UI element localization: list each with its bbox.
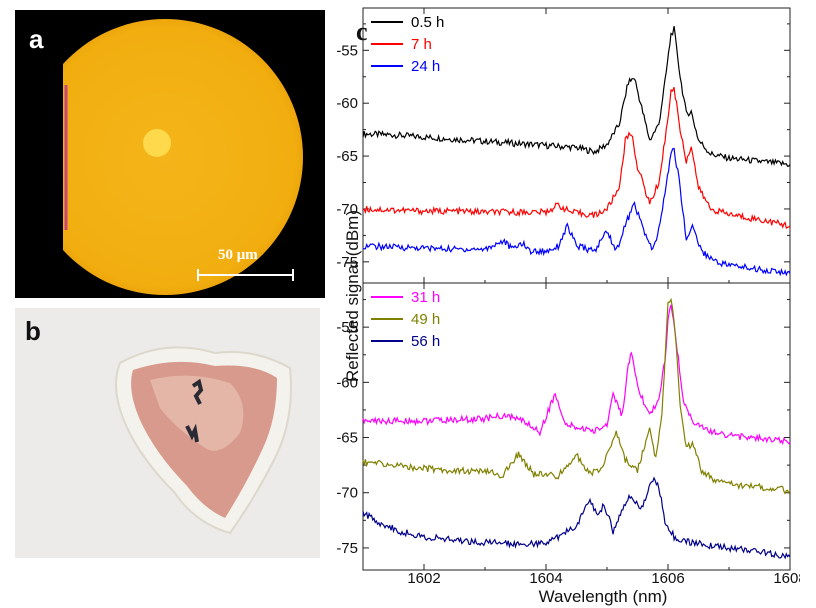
x-tick-label: 1608 — [773, 570, 800, 587]
series-line-56h — [362, 476, 791, 560]
fiber-core — [143, 129, 171, 157]
x-tick-label: 1606 — [651, 570, 684, 587]
y-tick-label: -70 — [336, 485, 358, 502]
y-tick-label: -55 — [336, 319, 358, 336]
panel-c-chart: c Reflected signal (dBm) Wavelength (nm)… — [336, 7, 800, 606]
fiber-cladding — [63, 19, 303, 295]
suture-top — [191, 378, 204, 405]
legend-label: 49 h — [411, 311, 440, 328]
y-axis-title: Reflected signal (dBm) — [343, 210, 362, 382]
legend-label: 24 h — [411, 58, 440, 75]
series-line-31h — [362, 304, 791, 446]
series-line-49h — [362, 297, 791, 495]
y-tick-label: -75 — [336, 254, 358, 271]
panel-letter-c: c — [356, 17, 368, 46]
x-tick-label: 1602 — [407, 570, 440, 587]
scale-bar-label: 50 μm — [218, 247, 258, 263]
series-line-7h — [362, 86, 791, 229]
y-tick-label: -55 — [336, 42, 358, 59]
y-tick-label: -60 — [336, 95, 358, 112]
legend-label: 0.5 h — [411, 14, 444, 31]
tissue-photo — [15, 308, 320, 558]
y-tick-label: -60 — [336, 374, 358, 391]
y-tick-label: -70 — [336, 201, 358, 218]
panel-b-photo: b — [15, 308, 320, 558]
subplot-frame-2 — [362, 282, 791, 571]
x-axis-title: Wavelength (nm) — [539, 587, 668, 606]
x-tick-label: 1604 — [529, 570, 562, 587]
panel-letter-a: a — [29, 24, 44, 54]
panel-letter-b: b — [25, 316, 41, 346]
suture-bottom — [185, 423, 199, 443]
tissue-highlight — [150, 375, 244, 451]
panel-a-micrograph: a 50 μm — [15, 10, 325, 298]
legend-label: 31 h — [411, 289, 440, 306]
fiber-endface-image — [63, 19, 303, 295]
y-tick-label: -65 — [336, 430, 358, 447]
y-tick-label: -75 — [336, 540, 358, 557]
legend-label: 56 h — [411, 333, 440, 350]
series-line-0.5h — [362, 25, 791, 167]
plot-area: -55 -60 -65 -70 -75 0.5 h 7 h 24 h -55 -60 -65 -70 -… — [336, 7, 800, 587]
y-tick-label: -65 — [336, 148, 358, 165]
series-line-24h — [362, 147, 791, 277]
legend-label: 7 h — [411, 36, 432, 53]
